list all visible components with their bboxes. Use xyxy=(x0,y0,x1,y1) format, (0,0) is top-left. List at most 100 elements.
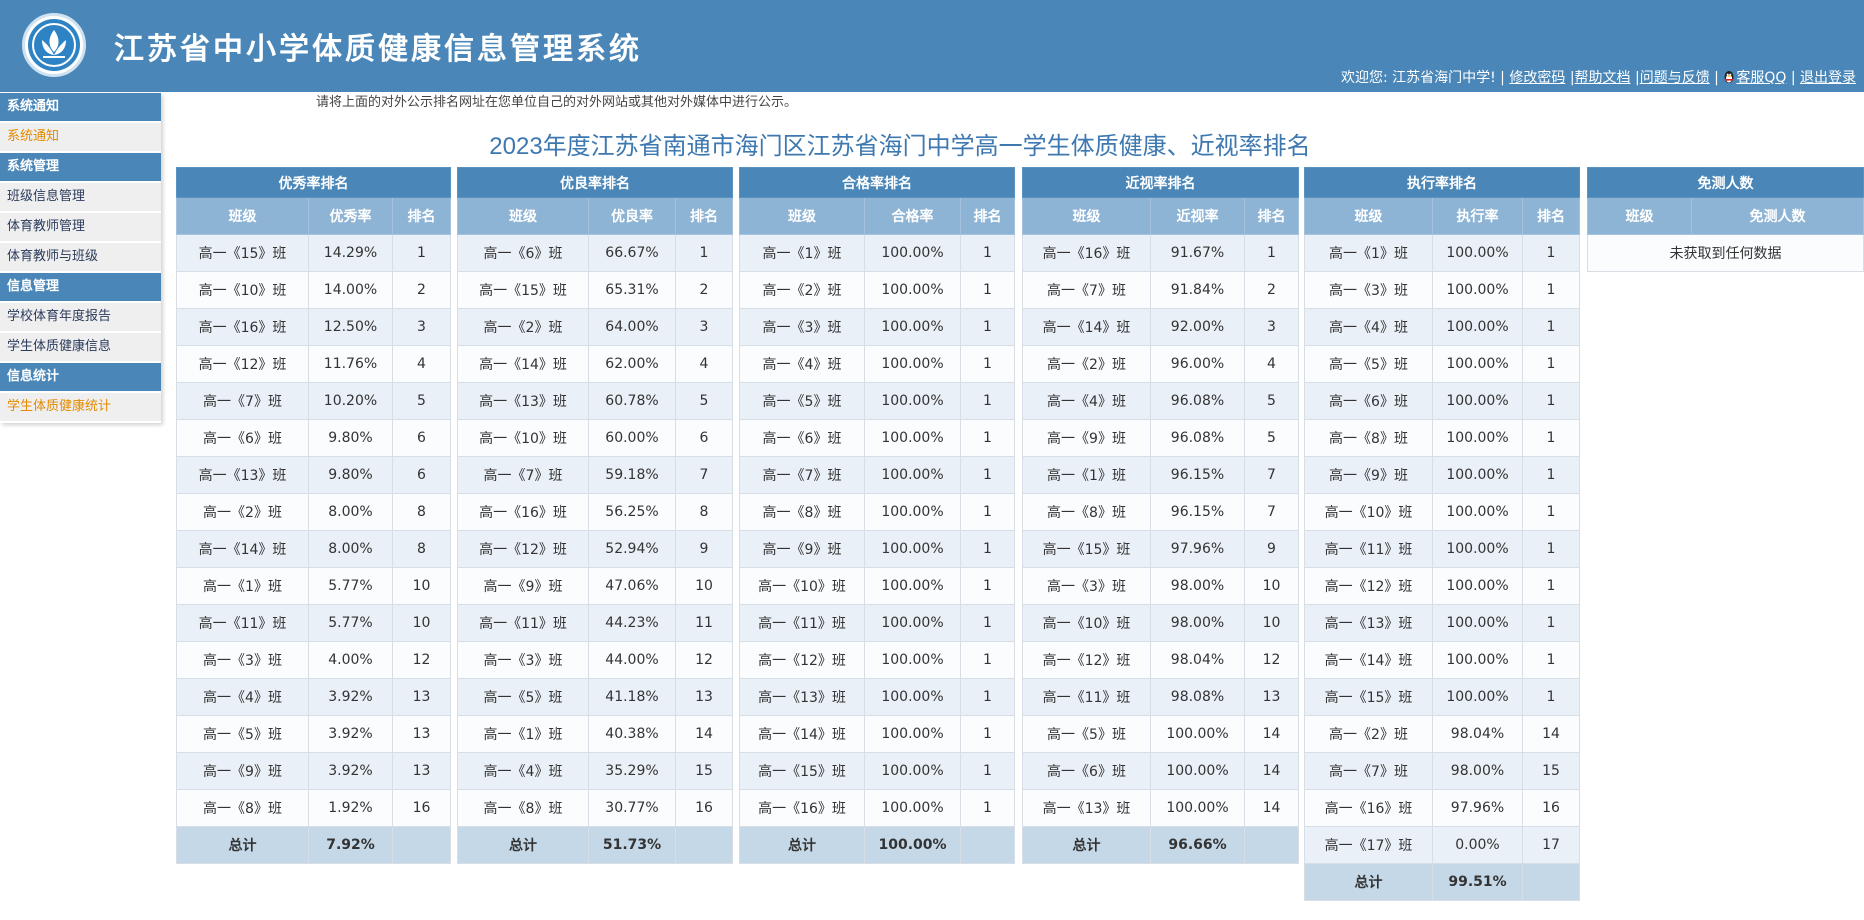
column-header[interactable]: 执行率 xyxy=(1432,197,1523,235)
total-rank xyxy=(674,826,734,864)
notice-text: 请将上面的对外公示排名网址在您单位自己的对外网站或其他对外媒体中进行公示。 xyxy=(316,95,798,110)
separator: | xyxy=(1569,70,1575,86)
column-header[interactable]: 班级 xyxy=(457,197,589,235)
class-cell: 高一《16》班 xyxy=(1304,789,1433,827)
rank-cell: 13 xyxy=(391,752,452,790)
rate-cell: 100.00% xyxy=(1432,345,1523,383)
class-cell: 高一《10》班 xyxy=(1304,493,1433,531)
rate-cell: 100.00% xyxy=(1432,567,1523,605)
rate-cell: 100.00% xyxy=(864,382,961,420)
table-row: 高一《7》班 91.84% 2 xyxy=(1022,271,1300,309)
column-header[interactable]: 近视率 xyxy=(1150,197,1245,235)
rate-cell: 91.67% xyxy=(1150,234,1245,272)
change-password-link[interactable]: 修改密码 xyxy=(1509,70,1566,86)
rank-cell: 1 xyxy=(959,715,1016,753)
rate-cell: 92.00% xyxy=(1150,308,1245,346)
column-header[interactable]: 排名 xyxy=(959,197,1016,235)
separator: | xyxy=(1714,70,1719,86)
sidebar-item-system-1[interactable]: 体育教师管理 xyxy=(0,213,161,243)
table-row: 高一《4》班 100.00% 1 xyxy=(1304,308,1581,346)
column-header[interactable]: 排名 xyxy=(1243,197,1300,235)
table-row: 高一《13》班 100.00% 14 xyxy=(1022,789,1300,827)
rate-cell: 96.15% xyxy=(1150,493,1245,531)
logout-link[interactable]: 退出登录 xyxy=(1800,70,1856,86)
help-docs-link[interactable]: 帮助文档 xyxy=(1574,70,1631,86)
rank-cell: 5 xyxy=(391,382,452,420)
rank-cell: 12 xyxy=(674,641,734,679)
column-header[interactable]: 优秀率 xyxy=(308,197,393,235)
table-row: 高一《13》班 100.00% 1 xyxy=(739,678,1016,716)
separator: | xyxy=(1634,70,1640,86)
rate-cell: 9.80% xyxy=(308,456,393,494)
rank-cell: 8 xyxy=(391,530,452,568)
sidebar-group-info[interactable]: 信息管理 xyxy=(0,273,161,303)
class-cell: 高一《4》班 xyxy=(739,345,865,383)
rate-cell: 100.00% xyxy=(1432,641,1523,679)
rank-cell: 1 xyxy=(959,604,1016,642)
table-row: 高一《1》班 100.00% 1 xyxy=(1304,234,1581,272)
total-label: 总计 xyxy=(1022,826,1151,864)
class-cell: 高一《16》班 xyxy=(176,308,309,346)
rate-cell: 64.00% xyxy=(588,308,676,346)
sidebar-group-system[interactable]: 系统管理 xyxy=(0,153,161,183)
column-header[interactable]: 班级 xyxy=(1304,197,1433,235)
rate-cell: 100.00% xyxy=(864,715,961,753)
class-cell: 高一《1》班 xyxy=(1304,234,1433,272)
class-cell: 高一《10》班 xyxy=(739,567,865,605)
column-header[interactable]: 班级 xyxy=(1022,197,1151,235)
class-cell: 高一《12》班 xyxy=(176,345,309,383)
column-header[interactable]: 排名 xyxy=(391,197,452,235)
rank-cell: 17 xyxy=(1521,826,1581,864)
table-row: 高一《9》班 100.00% 1 xyxy=(739,530,1016,568)
column-header[interactable]: 排名 xyxy=(674,197,734,235)
table-row: 高一《10》班 60.00% 6 xyxy=(457,419,734,457)
class-cell: 高一《3》班 xyxy=(457,641,589,679)
sidebar-item-system-0[interactable]: 班级信息管理 xyxy=(0,183,161,213)
feedback-link[interactable]: 问题与反馈 xyxy=(1639,70,1710,86)
rank-cell: 12 xyxy=(391,641,452,679)
table-row: 高一《10》班 14.00% 2 xyxy=(176,271,452,309)
rank-cell: 1 xyxy=(1521,567,1581,605)
column-header[interactable]: 合格率 xyxy=(864,197,961,235)
class-cell: 高一《14》班 xyxy=(457,345,589,383)
table-row: 高一《17》班 0.00% 17 xyxy=(1304,826,1581,864)
table-row: 高一《12》班 100.00% 1 xyxy=(1304,567,1581,605)
column-header[interactable]: 班级 xyxy=(739,197,865,235)
column-header[interactable]: 班级 xyxy=(1587,197,1692,235)
rank-cell: 4 xyxy=(674,345,734,383)
table-row: 高一《14》班 100.00% 1 xyxy=(1304,641,1581,679)
column-header[interactable]: 免测人数 xyxy=(1691,197,1864,235)
table-row: 高一《16》班 100.00% 1 xyxy=(739,789,1016,827)
column-header[interactable]: 优良率 xyxy=(588,197,676,235)
sidebar-item-system-2[interactable]: 体育教师与班级 xyxy=(0,243,161,273)
class-cell: 高一《8》班 xyxy=(176,789,309,827)
table-row: 高一《9》班 47.06% 10 xyxy=(457,567,734,605)
rank-cell: 1 xyxy=(1521,382,1581,420)
table-row: 高一《7》班 59.18% 7 xyxy=(457,456,734,494)
rank-cell: 2 xyxy=(674,271,734,309)
table-row: 高一《5》班 100.00% 1 xyxy=(739,382,1016,420)
column-header[interactable]: 排名 xyxy=(1521,197,1581,235)
rank-cell: 10 xyxy=(1243,604,1300,642)
rank-cell: 1 xyxy=(959,530,1016,568)
sidebar-group-notice[interactable]: 系统通知 xyxy=(0,93,161,123)
sidebar-item-info-1[interactable]: 学生体质健康信息 xyxy=(0,333,161,363)
rank-cell: 3 xyxy=(674,308,734,346)
table-row: 高一《14》班 8.00% 8 xyxy=(176,530,452,568)
sidebar-group-stats[interactable]: 信息统计 xyxy=(0,363,161,393)
class-cell: 高一《10》班 xyxy=(176,271,309,309)
rate-cell: 100.00% xyxy=(864,789,961,827)
table-row: 高一《6》班 66.67% 1 xyxy=(457,234,734,272)
rank-cell: 13 xyxy=(391,678,452,716)
customer-service-qq-link[interactable]: 客服QQ xyxy=(1736,70,1787,86)
page-title: 2023年度江苏省南通市海门区江苏省海门中学高一学生体质健康、近视率排名 xyxy=(489,133,1311,160)
sidebar-item-info-0[interactable]: 学校体育年度报告 xyxy=(0,303,161,333)
rank-cell: 7 xyxy=(1243,493,1300,531)
rank-cell: 6 xyxy=(391,419,452,457)
sidebar-item-stats-0[interactable]: 学生体质健康统计 xyxy=(0,393,161,423)
sidebar-item-notice-0[interactable]: 系统通知 xyxy=(0,123,161,153)
table-row: 高一《3》班 100.00% 1 xyxy=(739,308,1016,346)
rate-cell: 1.92% xyxy=(308,789,393,827)
column-header[interactable]: 班级 xyxy=(176,197,309,235)
total-rank xyxy=(1243,826,1300,864)
